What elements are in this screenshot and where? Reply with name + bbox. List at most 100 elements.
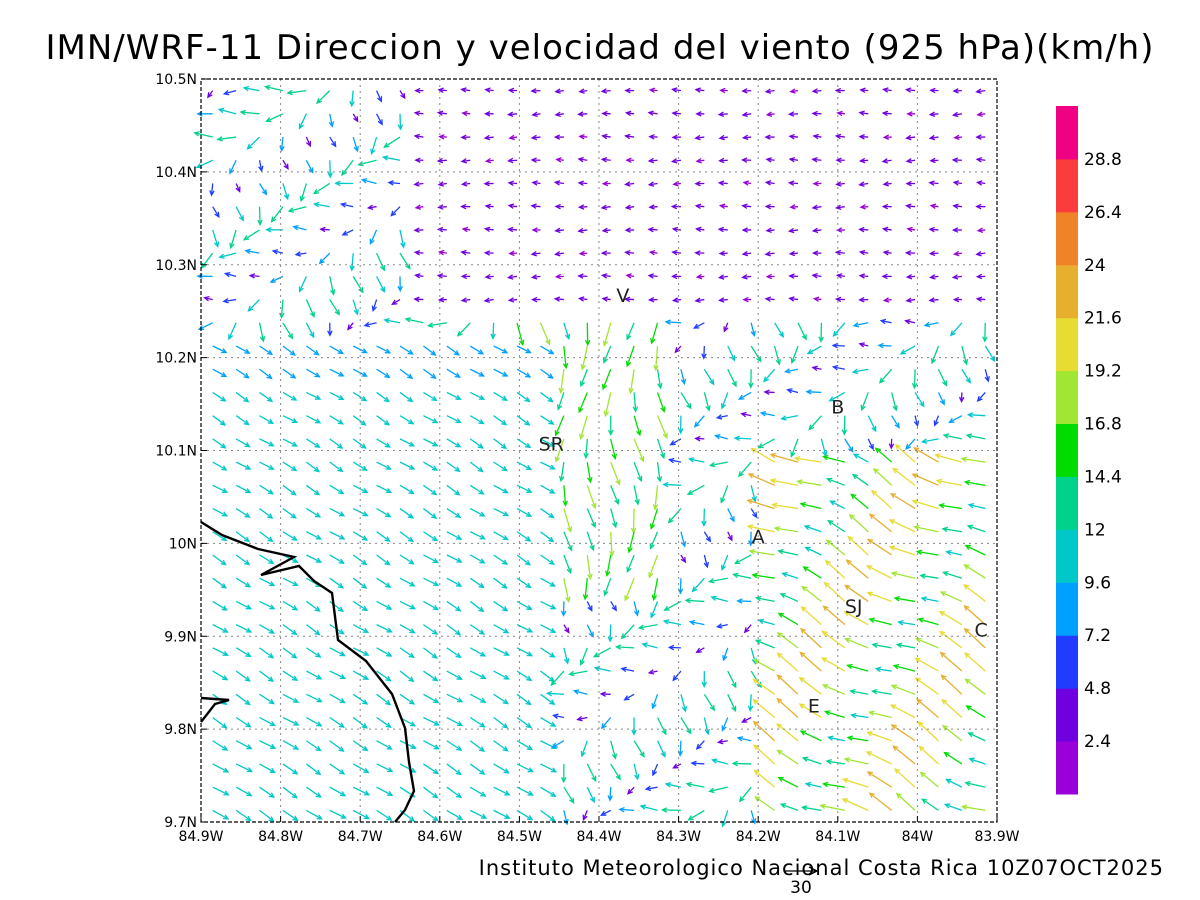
wind-vector <box>259 415 274 424</box>
wind-vector-head <box>560 776 567 784</box>
wind-vector-head <box>911 473 918 479</box>
wind-vector-head <box>479 722 486 728</box>
wind-vector <box>742 716 752 723</box>
wind-vector <box>610 740 617 759</box>
wind-vector <box>961 457 986 463</box>
wind-vector-head <box>268 628 275 634</box>
wind-vector <box>446 600 461 612</box>
wind-vector-head <box>363 321 370 328</box>
wind-vector-head <box>747 473 755 479</box>
wind-vector <box>446 670 462 680</box>
wind-vector <box>968 732 986 742</box>
wind-vector <box>235 740 252 750</box>
wind-vector <box>750 508 758 518</box>
wind-vector-head <box>741 203 748 209</box>
wind-vector-head <box>551 742 558 748</box>
wind-vector <box>692 577 705 592</box>
wind-vector <box>650 508 659 529</box>
wind-vector-head <box>633 610 640 617</box>
colorbar-level-label: 26.4 <box>1084 203 1122 223</box>
wind-vector-head <box>407 373 414 380</box>
wind-vector-head <box>868 617 875 623</box>
wind-vector-head <box>871 689 878 695</box>
wind-vector-head <box>426 322 434 328</box>
wind-vector-head <box>316 98 323 105</box>
wind-vector <box>516 391 530 402</box>
wind-vector-head <box>437 204 444 210</box>
wind-vector-head <box>951 227 959 233</box>
wind-vector-head <box>548 512 555 519</box>
wind-vector-head <box>913 524 920 531</box>
colorbar-segment <box>1056 264 1078 319</box>
wind-vector-head <box>648 134 655 140</box>
wind-vector-head <box>257 219 263 226</box>
wind-vector-head <box>639 751 645 758</box>
wind-vector-head <box>309 311 315 318</box>
wind-vector <box>869 711 892 719</box>
wind-vector-head <box>353 145 359 153</box>
wind-vector <box>446 809 463 820</box>
wind-vector <box>861 392 869 411</box>
wind-vector-head <box>964 780 971 787</box>
wind-vector <box>212 577 227 589</box>
wind-vector <box>446 624 461 636</box>
wind-vector <box>341 203 354 208</box>
wind-vector-head <box>919 401 925 408</box>
wind-vector-head <box>913 420 920 427</box>
wind-vector-head <box>976 227 984 233</box>
wind-vector <box>869 792 893 811</box>
wind-vector-head <box>915 637 922 643</box>
wind-vector-head <box>811 88 819 94</box>
wind-vector-head <box>455 442 462 448</box>
wind-vector <box>540 391 553 403</box>
wind-vector <box>686 783 705 788</box>
wind-vector-head <box>933 420 939 427</box>
wind-vector-head <box>741 274 748 280</box>
wind-vector-head <box>361 348 368 354</box>
wind-vector <box>405 318 424 324</box>
wind-vector-head <box>647 110 654 116</box>
wind-vector-head <box>764 203 772 210</box>
wind-vector-head <box>363 767 370 774</box>
place-label-v: V <box>616 285 629 307</box>
wind-vector-head <box>835 181 842 187</box>
wind-vector <box>280 299 284 318</box>
wind-vector-head <box>742 296 749 303</box>
wind-vector-head <box>765 227 772 234</box>
wind-vector-head <box>314 442 321 448</box>
wind-vector <box>516 693 531 705</box>
wind-vector-head <box>672 763 679 769</box>
wind-vector-head <box>291 792 298 799</box>
wind-vector-head <box>639 455 645 463</box>
wind-vector <box>313 182 331 195</box>
wind-vector <box>446 577 462 587</box>
wind-vector-head <box>769 452 776 459</box>
wind-vector-head <box>245 651 252 658</box>
wind-vector-head <box>671 249 678 256</box>
wind-vector <box>633 461 642 481</box>
wind-vector <box>306 438 320 448</box>
wind-vector <box>851 714 869 719</box>
wind-vector-head <box>484 273 491 280</box>
wind-vector <box>259 670 274 682</box>
wind-vector-head <box>841 798 848 804</box>
wind-vector-head <box>525 511 533 517</box>
wind-vector <box>642 643 658 649</box>
wind-vector <box>801 606 822 626</box>
x-tick-label: 84.5W <box>497 829 542 845</box>
wind-vector-head <box>846 663 853 670</box>
wind-vector-head <box>591 502 597 510</box>
wind-vector <box>516 484 532 493</box>
wind-vector <box>949 415 963 423</box>
wind-vector <box>305 299 315 317</box>
wind-vector-head <box>384 442 392 448</box>
wind-vector <box>844 758 869 765</box>
wind-vector-head <box>432 675 439 682</box>
wind-vector-head <box>587 477 593 484</box>
wind-vector <box>656 415 668 438</box>
wind-vector-head <box>776 697 783 704</box>
wind-vector-head <box>361 465 368 472</box>
wind-vector-head <box>765 157 772 163</box>
wind-vector <box>937 392 945 405</box>
wind-vector <box>492 322 495 339</box>
